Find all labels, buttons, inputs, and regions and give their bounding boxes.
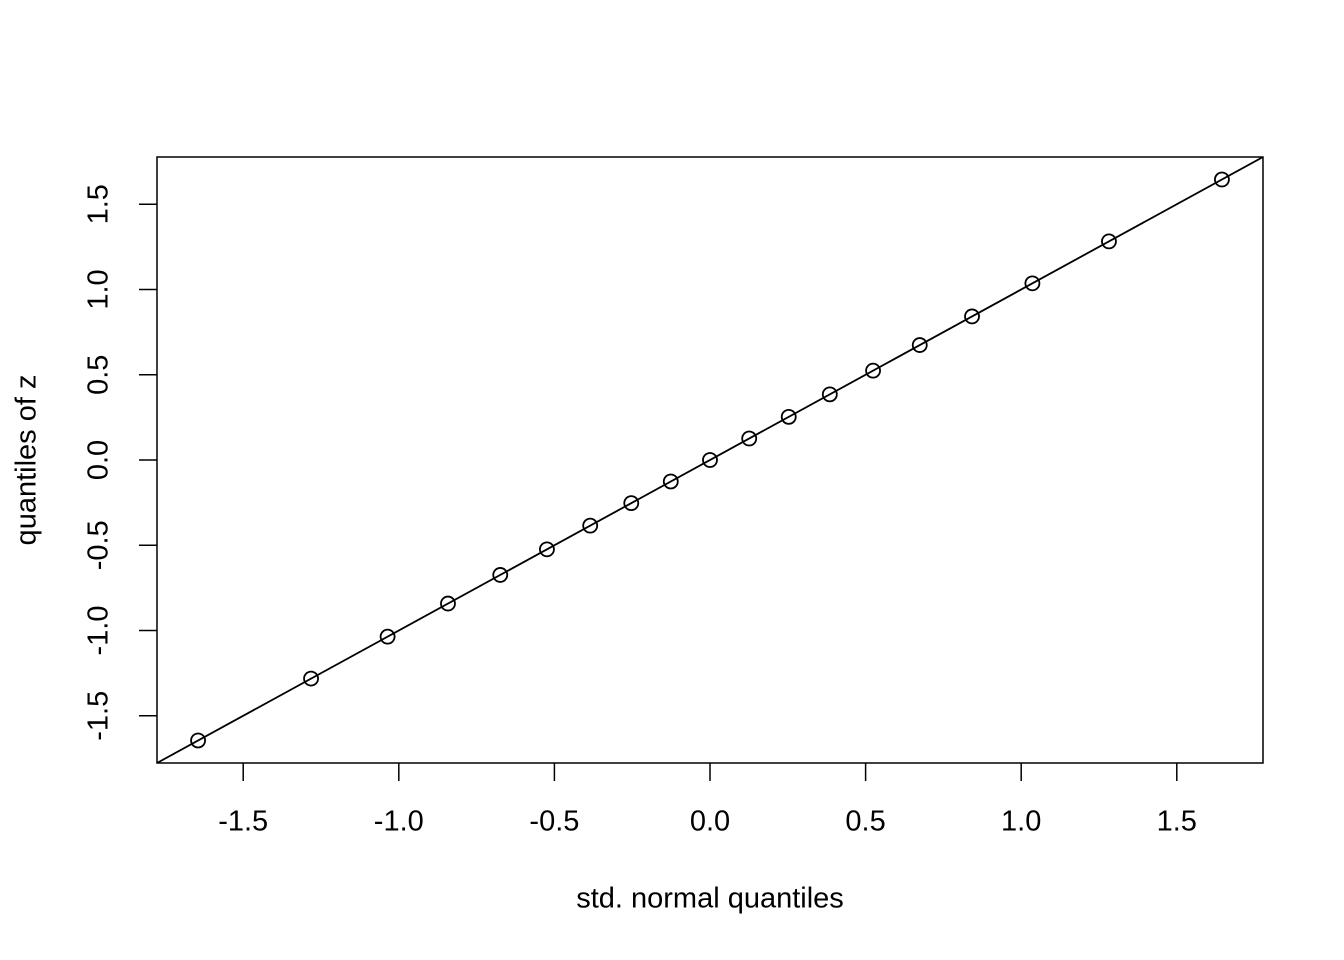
- x-tick-label: 0.5: [845, 806, 885, 838]
- point: [582, 517, 599, 534]
- y-axis-label: quantiles of z: [11, 375, 43, 546]
- x-axis-label: std. normal quantiles: [576, 883, 844, 915]
- reference-line: [157, 157, 1263, 763]
- point: [1024, 275, 1041, 292]
- point: [539, 541, 555, 558]
- y-tick-label: -0.5: [83, 520, 115, 570]
- y-tick-label: 0.0: [83, 440, 115, 480]
- point: [190, 732, 206, 749]
- x-tick-label: 1.0: [1001, 806, 1041, 838]
- point: [1214, 171, 1230, 188]
- point: [379, 628, 396, 645]
- point: [662, 473, 679, 490]
- point: [623, 495, 640, 512]
- point: [702, 452, 718, 468]
- x-tick-label: -0.5: [529, 806, 579, 838]
- y-tick-label: 0.5: [83, 355, 115, 395]
- point: [911, 337, 928, 353]
- x-tick-label: -1.5: [218, 806, 268, 838]
- x-tick-label: 0.0: [690, 806, 730, 838]
- y-tick-label: -1.5: [83, 691, 115, 741]
- y-tick-label: 1.5: [83, 184, 115, 224]
- x-tick-label: 1.5: [1157, 806, 1197, 838]
- point: [780, 408, 797, 425]
- y-tick-label: 1.0: [83, 269, 115, 309]
- point: [865, 362, 881, 379]
- point: [440, 595, 456, 612]
- point: [1101, 233, 1117, 250]
- point: [821, 386, 838, 403]
- point: [741, 430, 758, 447]
- y-tick-label: -1.0: [83, 606, 115, 656]
- point: [492, 567, 509, 583]
- x-tick-label: -1.0: [374, 806, 424, 838]
- point: [303, 670, 319, 687]
- point: [964, 308, 980, 325]
